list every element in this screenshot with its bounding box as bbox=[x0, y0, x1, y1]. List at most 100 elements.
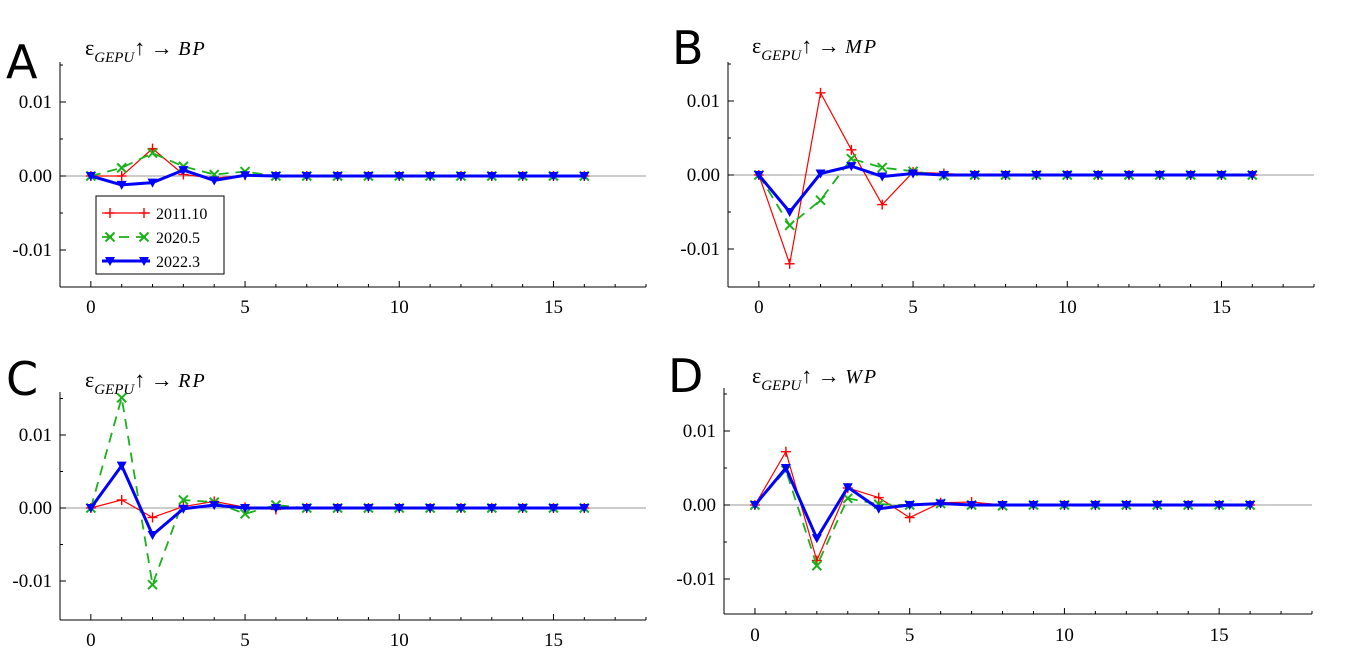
data-point bbox=[997, 501, 1008, 510]
data-point bbox=[753, 171, 764, 180]
legend-marker bbox=[139, 257, 149, 266]
data-point bbox=[846, 153, 857, 164]
data-point bbox=[301, 172, 312, 181]
data-point bbox=[332, 172, 343, 181]
data-point bbox=[935, 499, 946, 509]
data-point bbox=[1093, 171, 1104, 180]
data-point bbox=[301, 504, 312, 513]
data-point bbox=[239, 508, 251, 520]
data-point bbox=[579, 172, 590, 181]
series-2020-5 bbox=[749, 465, 1256, 571]
y-tick-label: 0.01 bbox=[687, 91, 720, 112]
data-point bbox=[904, 501, 915, 510]
data-point bbox=[116, 162, 127, 174]
data-point bbox=[1183, 501, 1194, 510]
data-point bbox=[209, 176, 220, 186]
y-tick-label: -0.01 bbox=[676, 569, 716, 590]
x-tick-label: 5 bbox=[905, 625, 915, 646]
x-tick-label: 5 bbox=[240, 297, 250, 318]
panel-title: εGEPU↑ → MP bbox=[752, 33, 878, 64]
y-tick-label: 0.01 bbox=[683, 421, 716, 442]
data-point bbox=[178, 504, 189, 514]
data-point bbox=[455, 504, 466, 513]
data-point bbox=[749, 501, 760, 510]
legend-marker bbox=[105, 208, 115, 218]
y-tick-label: -0.01 bbox=[12, 571, 52, 592]
legend-marker bbox=[105, 257, 115, 266]
data-point bbox=[1216, 171, 1227, 180]
data-point bbox=[1031, 171, 1042, 180]
x-tick-label: 5 bbox=[908, 297, 918, 318]
data-point bbox=[846, 144, 857, 155]
x-tick-label: 15 bbox=[544, 630, 563, 651]
x-tick-label: 10 bbox=[1055, 625, 1074, 646]
data-point bbox=[486, 172, 497, 181]
data-point bbox=[842, 483, 853, 493]
x-tick-label: 10 bbox=[390, 297, 409, 318]
series-line bbox=[89, 396, 585, 586]
panel-letter: D bbox=[668, 349, 703, 403]
data-point bbox=[425, 504, 436, 513]
data-point bbox=[1214, 501, 1225, 510]
data-point bbox=[784, 258, 795, 269]
data-point bbox=[116, 180, 127, 190]
data-point bbox=[966, 501, 977, 510]
data-point bbox=[116, 171, 127, 181]
data-point bbox=[147, 531, 158, 541]
data-point bbox=[815, 169, 826, 179]
panel-letter: C bbox=[6, 352, 38, 406]
panel-title: εGEPU↑ → WP bbox=[752, 363, 878, 394]
data-point bbox=[270, 172, 281, 181]
data-point bbox=[1247, 171, 1258, 180]
series-2020-5 bbox=[85, 392, 590, 590]
series-2022-3 bbox=[749, 464, 1256, 544]
data-point bbox=[517, 172, 528, 181]
legend-label: 2022.3 bbox=[156, 254, 200, 271]
data-point bbox=[394, 504, 405, 513]
data-point bbox=[1090, 501, 1101, 510]
data-point bbox=[85, 172, 96, 181]
data-point bbox=[116, 494, 127, 505]
data-point bbox=[811, 560, 823, 571]
data-point bbox=[1185, 171, 1196, 180]
data-point bbox=[363, 504, 374, 513]
data-point bbox=[1123, 171, 1134, 180]
series-line bbox=[758, 157, 1253, 227]
data-point bbox=[579, 504, 590, 513]
data-point bbox=[908, 169, 919, 179]
x-tick-label: 5 bbox=[240, 630, 250, 651]
data-point bbox=[938, 171, 949, 180]
data-point bbox=[1121, 501, 1132, 510]
y-tick-label: 0.00 bbox=[683, 495, 716, 516]
x-tick-label: 15 bbox=[1210, 625, 1229, 646]
data-point bbox=[780, 446, 791, 457]
y-tick-label: 0.01 bbox=[19, 425, 52, 446]
x-tick-label: 10 bbox=[1058, 297, 1077, 318]
data-point bbox=[877, 172, 888, 182]
y-tick-label: 0.00 bbox=[19, 498, 52, 519]
data-point bbox=[1245, 501, 1256, 510]
data-point bbox=[1152, 501, 1163, 510]
panel-letter: A bbox=[6, 35, 38, 89]
legend-marker bbox=[139, 208, 149, 218]
data-point bbox=[517, 504, 528, 513]
data-point bbox=[877, 199, 888, 210]
series-2022-3 bbox=[85, 461, 590, 541]
data-point bbox=[1059, 501, 1070, 510]
data-point bbox=[1000, 171, 1011, 180]
data-point bbox=[147, 178, 158, 188]
data-point bbox=[147, 147, 158, 159]
data-point bbox=[178, 166, 189, 176]
x-tick-label: 10 bbox=[390, 630, 409, 651]
data-point bbox=[548, 504, 559, 513]
data-point bbox=[842, 493, 853, 504]
data-point bbox=[811, 534, 822, 544]
legend-label: 2011.10 bbox=[156, 206, 207, 223]
x-tick-label: 0 bbox=[86, 630, 96, 651]
data-point bbox=[240, 504, 251, 513]
data-point bbox=[116, 461, 127, 471]
y-tick-label: 0.01 bbox=[19, 92, 52, 113]
data-point bbox=[209, 501, 220, 511]
